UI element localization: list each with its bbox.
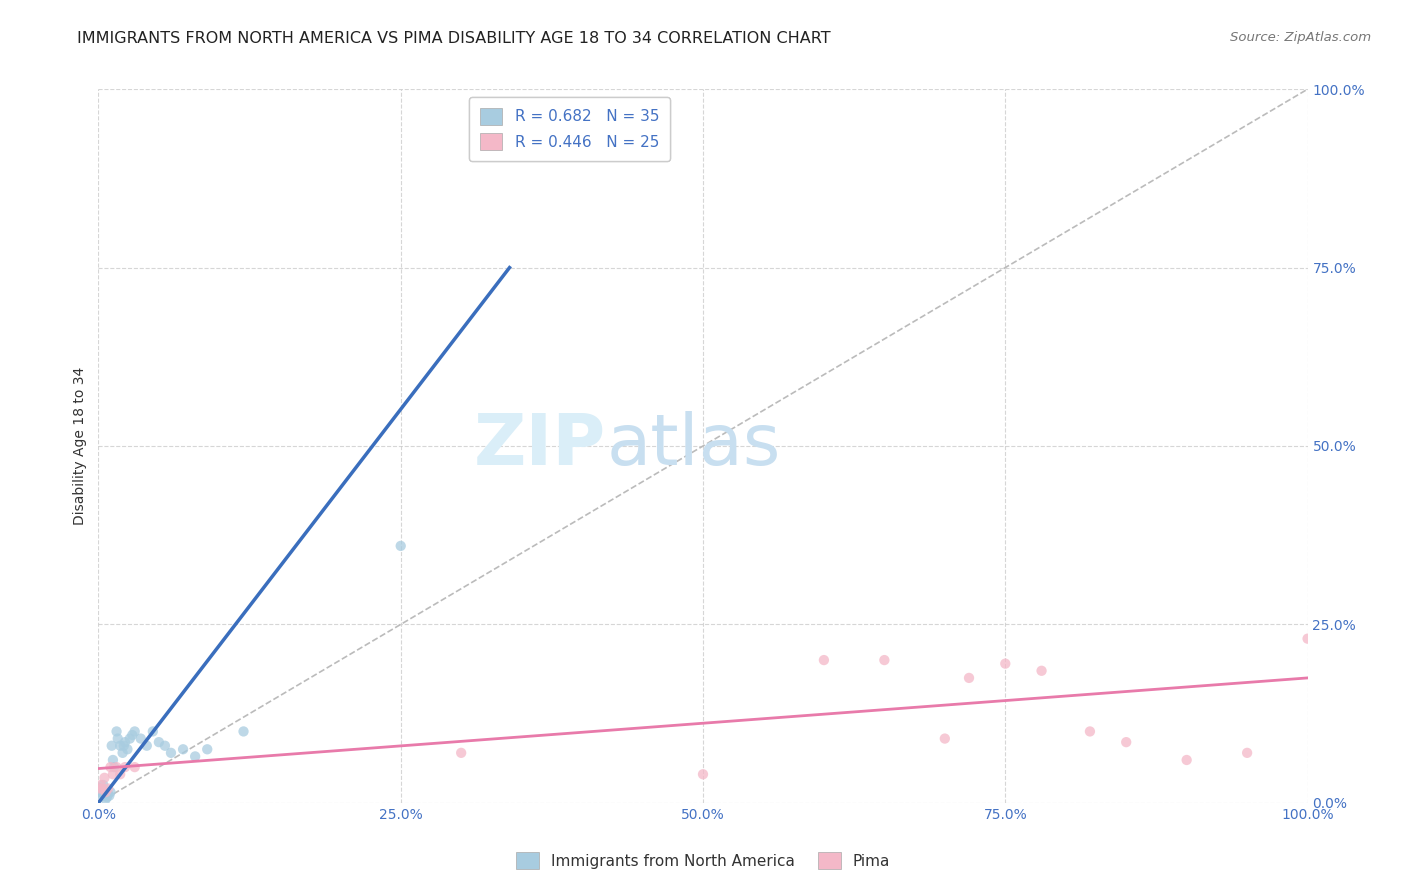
Point	[1175, 753, 1198, 767]
Point	[103, 760, 125, 774]
Point	[160, 746, 183, 760]
Point	[94, 785, 117, 799]
Point	[873, 653, 896, 667]
Point	[232, 724, 254, 739]
Point	[114, 760, 136, 774]
Point	[100, 739, 122, 753]
Text: Source: ZipAtlas.com: Source: ZipAtlas.com	[1230, 31, 1371, 45]
Point	[91, 778, 114, 792]
Point	[96, 790, 118, 805]
Text: atlas: atlas	[606, 411, 780, 481]
Point	[184, 749, 207, 764]
Point	[89, 781, 111, 796]
Point	[486, 111, 509, 125]
Point	[1296, 632, 1319, 646]
Y-axis label: Disability Age 18 to 34: Disability Age 18 to 34	[73, 367, 87, 525]
Point	[105, 724, 128, 739]
Legend: Immigrants from North America, Pima: Immigrants from North America, Pima	[509, 846, 897, 875]
Point	[108, 767, 131, 781]
Point	[124, 724, 146, 739]
Point	[94, 792, 117, 806]
Point	[148, 735, 170, 749]
Point	[153, 739, 176, 753]
Point	[105, 760, 128, 774]
Point	[91, 781, 114, 796]
Point	[97, 787, 120, 801]
Point	[129, 731, 152, 746]
Point	[101, 767, 124, 781]
Point	[813, 653, 835, 667]
Point	[934, 731, 956, 746]
Point	[135, 739, 157, 753]
Point	[107, 731, 129, 746]
Point	[97, 781, 120, 796]
Point	[692, 767, 714, 781]
Point	[100, 760, 122, 774]
Point	[112, 739, 135, 753]
Point	[114, 735, 136, 749]
Text: IMMIGRANTS FROM NORTH AMERICA VS PIMA DISABILITY AGE 18 TO 34 CORRELATION CHART: IMMIGRANTS FROM NORTH AMERICA VS PIMA DI…	[77, 31, 831, 46]
Point	[98, 789, 121, 803]
Point	[957, 671, 980, 685]
Point	[1236, 746, 1258, 760]
Point	[1078, 724, 1101, 739]
Point	[89, 781, 111, 796]
Text: ZIP: ZIP	[474, 411, 606, 481]
Point	[90, 778, 112, 792]
Point	[172, 742, 194, 756]
Point	[101, 753, 124, 767]
Point	[1115, 735, 1137, 749]
Point	[389, 539, 412, 553]
Point	[450, 746, 472, 760]
Point	[93, 771, 115, 785]
Point	[121, 728, 143, 742]
Point	[994, 657, 1017, 671]
Point	[195, 742, 218, 756]
Point	[142, 724, 165, 739]
Point	[124, 760, 146, 774]
Point	[100, 785, 122, 799]
Point	[118, 731, 141, 746]
Point	[111, 746, 134, 760]
Point	[108, 739, 131, 753]
Point	[91, 789, 114, 803]
Point	[90, 785, 112, 799]
Point	[117, 742, 139, 756]
Point	[1031, 664, 1053, 678]
Legend: R = 0.682   N = 35, R = 0.446   N = 25: R = 0.682 N = 35, R = 0.446 N = 25	[468, 97, 669, 161]
Point	[93, 789, 115, 803]
